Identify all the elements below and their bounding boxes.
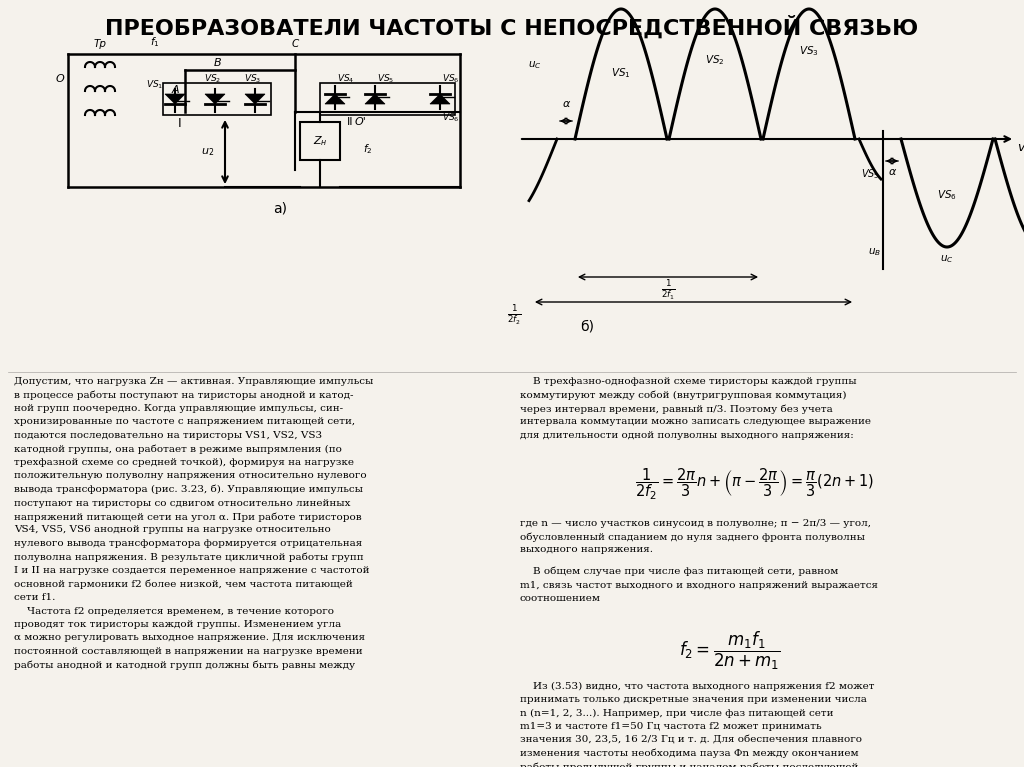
Text: α: α (562, 99, 569, 109)
Text: трехфазной схеме со средней точкой), формируя на нагрузке: трехфазной схеме со средней точкой), фор… (14, 458, 354, 467)
Text: постоянной составляющей в напряжении на нагрузке времени: постоянной составляющей в напряжении на … (14, 647, 362, 656)
Text: $VS_6$: $VS_6$ (442, 111, 460, 123)
Text: Допустим, что нагрузка Zн — активная. Управляющие импульсы: Допустим, что нагрузка Zн — активная. Уп… (14, 377, 374, 386)
Text: В трехфазно-однофазной схеме тиристоры каждой группы: В трехфазно-однофазной схеме тиристоры к… (520, 377, 857, 386)
Polygon shape (325, 94, 345, 104)
Text: I и II на нагрузке создается переменное напряжение с частотой: I и II на нагрузке создается переменное … (14, 566, 370, 575)
Text: работы предыдущей группы и началом работы последующей: работы предыдущей группы и началом работ… (520, 762, 858, 767)
Text: $Z_н$: $Z_н$ (312, 134, 328, 148)
Text: $VS_1$: $VS_1$ (145, 79, 163, 91)
Text: $VS_6$: $VS_6$ (442, 73, 460, 85)
Text: $v$: $v$ (1017, 141, 1024, 154)
Text: C: C (292, 39, 299, 49)
Text: ной групп поочередно. Когда управляющие импульсы, син-: ной групп поочередно. Когда управляющие … (14, 404, 343, 413)
Text: нулевого вывода трансформатора формируется отрицательная: нулевого вывода трансформатора формирует… (14, 539, 362, 548)
Text: соотношением: соотношением (520, 594, 601, 603)
Text: $u_С$: $u_С$ (528, 60, 542, 71)
Text: подаются последовательно на тиристоры VS1, VS2, VS3: подаются последовательно на тиристоры VS… (14, 431, 323, 440)
Text: $f_2$: $f_2$ (364, 142, 373, 156)
Text: в процессе работы поступают на тиристоры анодной и катод-: в процессе работы поступают на тиристоры… (14, 390, 353, 400)
Text: I: I (178, 117, 182, 130)
Text: работы анодной и катодной групп должны быть равны между: работы анодной и катодной групп должны б… (14, 660, 355, 670)
Text: коммутируют между собой (внутригрупповая коммутация): коммутируют между собой (внутригрупповая… (520, 390, 847, 400)
Text: $u_В$: $u_В$ (868, 246, 882, 258)
Text: принимать только дискретные значения при изменении числа: принимать только дискретные значения при… (520, 695, 867, 704)
Text: $VS_2$: $VS_2$ (706, 54, 725, 67)
Text: $VS_5$: $VS_5$ (377, 73, 394, 85)
Text: основной гармоники f2 более низкой, чем частота питающей: основной гармоники f2 более низкой, чем … (14, 580, 352, 589)
Text: VS4, VS5, VS6 анодной группы на нагрузке относительно: VS4, VS5, VS6 анодной группы на нагрузке… (14, 525, 331, 535)
Text: выходного напряжения.: выходного напряжения. (520, 545, 653, 555)
Text: $VS_3$: $VS_3$ (245, 73, 262, 85)
Text: сети f1.: сети f1. (14, 593, 55, 602)
Text: изменения частоты необходима пауза Φn между окончанием: изменения частоты необходима пауза Φn ме… (520, 749, 859, 759)
Text: обусловленный спаданием до нуля заднего фронта полуволны: обусловленный спаданием до нуля заднего … (520, 532, 865, 542)
Polygon shape (205, 94, 225, 104)
Polygon shape (430, 94, 450, 104)
Text: $f_1$: $f_1$ (151, 35, 160, 49)
Text: В общем случае при числе фаз питающей сети, равном: В общем случае при числе фаз питающей се… (520, 567, 839, 577)
Bar (163, 83, 271, 115)
Text: $VS_1$: $VS_1$ (611, 67, 631, 81)
Text: α можно регулировать выходное напряжение. Для исключения: α можно регулировать выходное напряжение… (14, 634, 366, 643)
Text: $\frac{1}{2f_1}$: $\frac{1}{2f_1}$ (660, 279, 676, 303)
Text: $\dfrac{1}{2f_2} = \dfrac{2\pi}{3}n + \left(\pi - \dfrac{2\pi}{3}\right) = \dfra: $\dfrac{1}{2f_2} = \dfrac{2\pi}{3}n + \l… (635, 466, 874, 502)
Text: m1, связь частот выходного и входного напряжений выражается: m1, связь частот выходного и входного на… (520, 581, 878, 590)
Text: Тр: Тр (93, 39, 106, 49)
Text: интервала коммутации можно записать следующее выражение: интервала коммутации можно записать след… (520, 417, 871, 426)
Bar (319, 83, 455, 115)
Text: для длительности одной полуволны выходного напряжения:: для длительности одной полуволны выходно… (520, 431, 854, 440)
Text: проводят ток тиристоры каждой группы. Изменением угла: проводят ток тиристоры каждой группы. Из… (14, 620, 341, 629)
Text: n (n=1, 2, 3...). Например, при числе фаз питающей сети: n (n=1, 2, 3...). Например, при числе фа… (520, 709, 834, 718)
Text: положительную полуволну напряжения относительно нулевого: положительную полуволну напряжения относ… (14, 472, 367, 480)
Text: катодной группы, она работает в режиме выпрямления (по: катодной группы, она работает в режиме в… (14, 445, 342, 454)
Text: $u_2$: $u_2$ (201, 146, 214, 158)
Text: A: A (171, 85, 179, 95)
Text: где n — число участков синусоид в полуволне; π − 2π/3 — угол,: где n — число участков синусоид в полуво… (520, 518, 871, 528)
Text: напряжений питающей сети на угол α. При работе тиристоров: напряжений питающей сети на угол α. При … (14, 512, 361, 522)
Text: $VS_3$: $VS_3$ (799, 44, 819, 58)
Text: поступают на тиристоры со сдвигом относительно линейных: поступают на тиристоры со сдвигом относи… (14, 499, 350, 508)
Text: $VS_5$: $VS_5$ (861, 167, 880, 181)
Text: B: B (214, 58, 222, 68)
Polygon shape (365, 94, 385, 104)
Text: O: O (55, 74, 63, 84)
Bar (300, 122, 340, 160)
Text: хронизированные по частоте с напряжением питающей сети,: хронизированные по частоте с напряжением… (14, 417, 355, 426)
Polygon shape (165, 94, 185, 104)
Text: через интервал времени, равный π/3. Поэтому без учета: через интервал времени, равный π/3. Поэт… (520, 404, 833, 413)
Text: $f_2 = \dfrac{m_1 f_1}{2n + m_1}$: $f_2 = \dfrac{m_1 f_1}{2n + m_1}$ (679, 630, 781, 672)
Text: II: II (347, 117, 353, 127)
Polygon shape (245, 94, 265, 104)
Text: б): б) (580, 320, 594, 334)
Text: $\frac{1}{2f_2}$: $\frac{1}{2f_2}$ (507, 304, 522, 328)
Text: Частота f2 определяется временем, в течение которого: Частота f2 определяется временем, в тече… (14, 607, 334, 615)
Text: ПРЕОБРАЗОВАТЕЛИ ЧАСТОТЫ С НЕПОСРЕДСТВЕННОЙ СВЯЗЬЮ: ПРЕОБРАЗОВАТЕЛИ ЧАСТОТЫ С НЕПОСРЕДСТВЕНН… (105, 15, 919, 38)
Text: $u_С$: $u_С$ (940, 253, 953, 265)
Text: значения 30, 23,5, 16 2/3 Гц и т. д. Для обеспечения плавного: значения 30, 23,5, 16 2/3 Гц и т. д. Для… (520, 736, 862, 745)
Text: $VS_6$: $VS_6$ (937, 189, 956, 202)
Text: m1=3 и частоте f1=50 Гц частота f2 может принимать: m1=3 и частоте f1=50 Гц частота f2 может… (520, 722, 821, 731)
Text: Из (3.53) видно, что частота выходного напряжения f2 может: Из (3.53) видно, что частота выходного н… (520, 682, 874, 690)
Text: $VS_2$: $VS_2$ (205, 73, 221, 85)
Text: полуволна напряжения. В результате цикличной работы групп: полуволна напряжения. В результате цикли… (14, 552, 364, 562)
Text: а): а) (273, 202, 287, 216)
Text: $VS_4$: $VS_4$ (337, 73, 354, 85)
Text: вывода трансформатора (рис. 3.23, б). Управляющие импульсы: вывода трансформатора (рис. 3.23, б). Уп… (14, 485, 362, 495)
Text: α: α (888, 167, 896, 177)
Text: O': O' (354, 117, 366, 127)
